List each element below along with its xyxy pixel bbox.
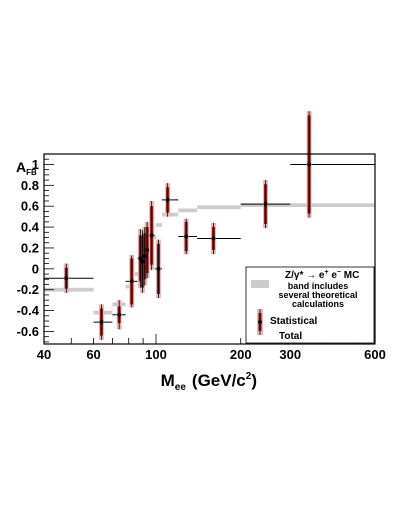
y-tick-label: 0 bbox=[32, 261, 39, 276]
x-tick-label: 100 bbox=[145, 347, 167, 362]
mc-band-segment bbox=[155, 223, 162, 227]
data-point bbox=[211, 236, 216, 241]
data-point bbox=[145, 248, 150, 253]
x-tick-label: 40 bbox=[37, 347, 51, 362]
x-tick-label: 300 bbox=[279, 347, 301, 362]
data-point bbox=[165, 197, 170, 202]
legend-band-note-3: calculations bbox=[292, 299, 344, 309]
data-point bbox=[138, 256, 143, 261]
data-point bbox=[307, 162, 312, 167]
data-points bbox=[64, 162, 312, 325]
data-point bbox=[149, 233, 154, 238]
legend-marker bbox=[258, 320, 262, 324]
y-tick-label: -0.4 bbox=[17, 303, 40, 318]
x-ticks: 40 60 100 200 300 600 bbox=[37, 334, 386, 362]
data-point bbox=[117, 312, 122, 317]
legend-band-note-1: band includes bbox=[288, 281, 349, 291]
y-tick-label: -0.2 bbox=[17, 282, 39, 297]
legend-box bbox=[245, 266, 375, 344]
y-tick-label: 0.8 bbox=[21, 178, 39, 193]
plot-frame bbox=[43, 153, 376, 345]
mc-band-segment bbox=[134, 272, 141, 276]
data-point bbox=[129, 279, 134, 284]
y-tick-label: 1 bbox=[32, 157, 39, 172]
x-tick-label: 200 bbox=[230, 347, 252, 362]
y-ticks: 1 0.8 0.6 0.4 0.2 0 -0.2 -0.4 -0.6 bbox=[17, 153, 54, 343]
data-point bbox=[156, 266, 161, 271]
data-point bbox=[140, 259, 145, 264]
data-point bbox=[263, 202, 268, 207]
y-tick-label: 0.4 bbox=[21, 220, 40, 235]
y-tick-label: 0.2 bbox=[21, 240, 39, 255]
mc-band-segment bbox=[178, 208, 198, 213]
legend-band-note-2: several theoretical bbox=[278, 290, 357, 300]
mc-band-segment bbox=[197, 205, 241, 210]
x-axis-title: Mee (GeV/c2) bbox=[161, 371, 257, 393]
data-point bbox=[142, 254, 147, 259]
data-point bbox=[99, 320, 104, 325]
legend-band-swatch bbox=[251, 280, 269, 288]
x-tick-label: 60 bbox=[86, 347, 100, 362]
y-axis-title: AFB bbox=[16, 159, 37, 177]
y-tick-label: 0.6 bbox=[21, 199, 39, 214]
legend-mc-label: Z/γ* → e+ e− MC bbox=[285, 269, 359, 281]
legend-stat-label: Statistical bbox=[270, 316, 317, 327]
x-tick-label: 600 bbox=[364, 347, 386, 362]
data-point bbox=[64, 276, 69, 281]
mc-band-segment bbox=[290, 203, 375, 208]
data-point bbox=[184, 234, 189, 239]
y-tick-label: -0.6 bbox=[17, 324, 39, 339]
legend-total-label: Total bbox=[279, 331, 302, 342]
legend: Z/γ* → e+ e− MC band includes several th… bbox=[245, 266, 375, 344]
